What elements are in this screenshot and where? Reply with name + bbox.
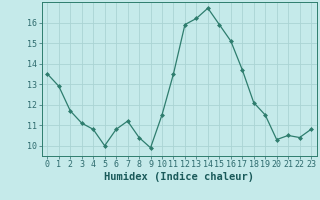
X-axis label: Humidex (Indice chaleur): Humidex (Indice chaleur) <box>104 172 254 182</box>
